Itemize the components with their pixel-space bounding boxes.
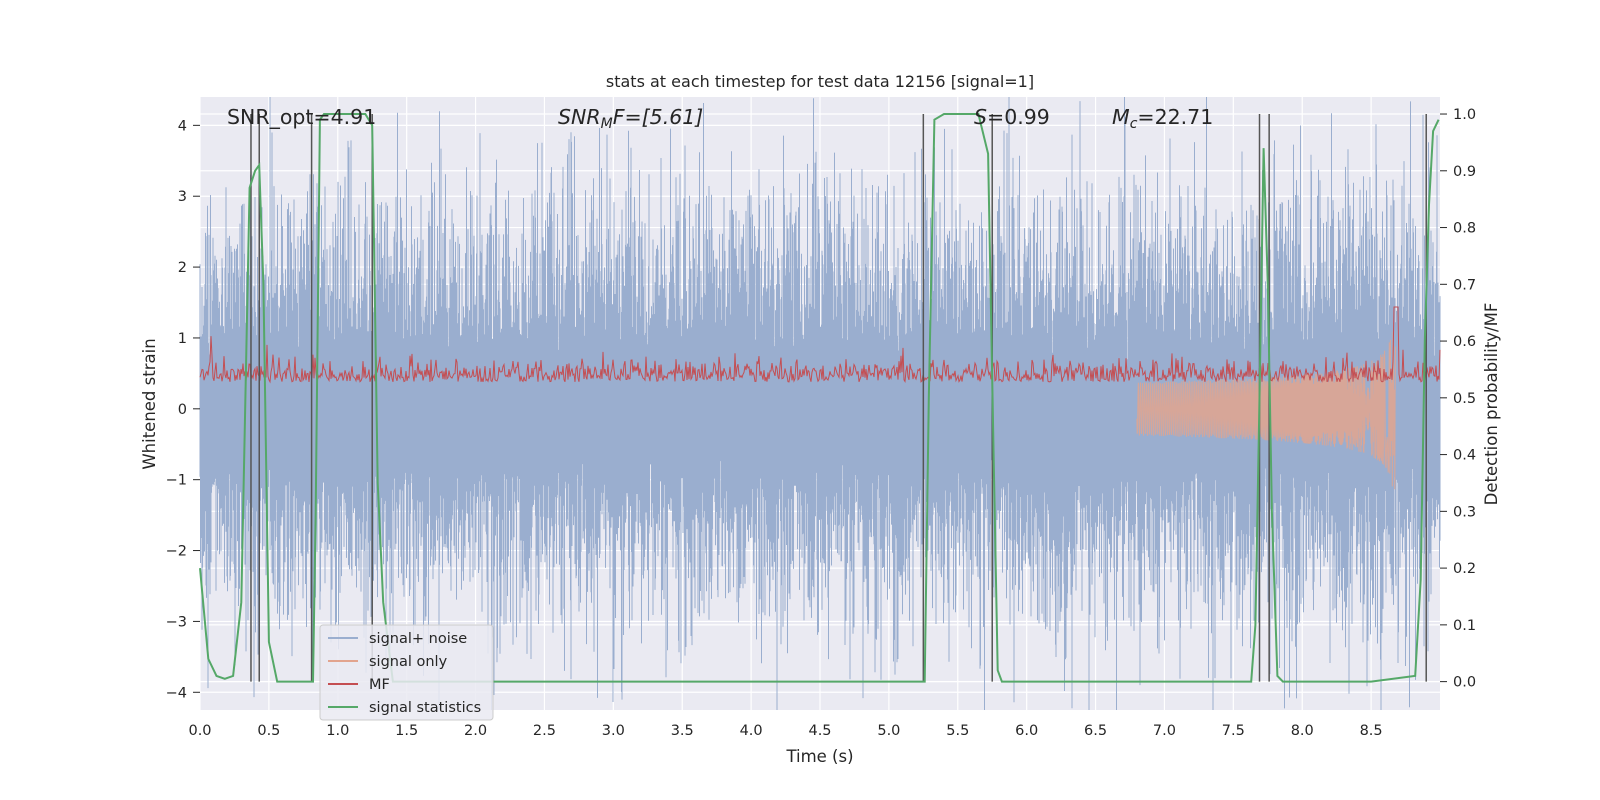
x-tick-label: 4.5 bbox=[808, 723, 831, 739]
y-tick-label: −1 bbox=[166, 473, 187, 489]
legend-label-mf: MF bbox=[369, 677, 390, 693]
x-tick-label: 7.5 bbox=[1222, 723, 1245, 739]
legend: signal+ noise signal only MF signal stat… bbox=[319, 624, 494, 721]
y-right-tick-label: 1.0 bbox=[1453, 107, 1476, 123]
x-tick-label: 1.5 bbox=[395, 723, 418, 739]
x-tick-label: 5.5 bbox=[946, 723, 969, 739]
y-right-tick-label: 0.4 bbox=[1453, 448, 1476, 464]
annotation-s: S=0.99 bbox=[974, 105, 1050, 129]
annotation-mc-main: M bbox=[1112, 105, 1130, 129]
x-tick-label: 2.5 bbox=[533, 723, 556, 739]
annotation-snr-mf-main: SNR bbox=[558, 105, 601, 129]
x-tick-label: 3.5 bbox=[671, 723, 694, 739]
y-right-axis-label: Detection probability/MF bbox=[1482, 303, 1501, 506]
y-tick-label: 4 bbox=[178, 118, 187, 134]
x-tick-label: 8.5 bbox=[1360, 723, 1383, 739]
legend-label-signal-only: signal only bbox=[369, 654, 448, 670]
y-right-tick-label: 0.3 bbox=[1453, 504, 1476, 520]
x-tick-label: 7.0 bbox=[1153, 723, 1176, 739]
annotation-s-rest: =0.99 bbox=[987, 105, 1050, 129]
y-tick-label: 0 bbox=[178, 402, 187, 418]
signal-statistics-series bbox=[199, 113, 1440, 683]
x-tick-label: 0.5 bbox=[257, 723, 280, 739]
y-right-tick-label: 0.2 bbox=[1453, 561, 1476, 577]
legend-label-signal-statistics: signal statistics bbox=[369, 700, 481, 716]
y-right-tick-label: 0.9 bbox=[1453, 164, 1476, 180]
annotation-mc-rest: =22.71 bbox=[1137, 105, 1213, 129]
annotation-s-main: S bbox=[974, 105, 987, 129]
y-tick-label: 1 bbox=[178, 331, 187, 347]
x-tick-label: 3.0 bbox=[602, 723, 625, 739]
x-tick-label: 4.0 bbox=[740, 723, 763, 739]
annotation-snr-mf: SNRMF=[5.61] bbox=[558, 105, 703, 132]
x-tick-label: 1.0 bbox=[326, 723, 349, 739]
x-tick-label: 5.0 bbox=[877, 723, 900, 739]
annotation-snr-mf-rest: F=[5.61] bbox=[613, 105, 704, 129]
annotation-mc: Mc=22.71 bbox=[1112, 105, 1213, 132]
x-tick-label: 8.0 bbox=[1291, 723, 1314, 739]
legend-box bbox=[319, 624, 494, 721]
annotation-snr-mf-sub: M bbox=[601, 116, 613, 132]
y-axis-label: Whitened strain bbox=[140, 338, 159, 469]
x-axis-label: Time (s) bbox=[785, 747, 853, 766]
y-tick-label: 3 bbox=[178, 189, 187, 205]
y-right-tick-label: 0.6 bbox=[1453, 334, 1476, 350]
annotation-mc-sub: c bbox=[1130, 116, 1138, 132]
mf-series bbox=[199, 306, 1441, 384]
x-tick-label: 6.5 bbox=[1084, 723, 1107, 739]
y-tick-label: −3 bbox=[166, 614, 187, 630]
y-right-tick-label: 0.8 bbox=[1453, 221, 1476, 237]
x-tick-label: 0.0 bbox=[188, 723, 211, 739]
legend-label-signal-noise: signal+ noise bbox=[369, 631, 467, 647]
annotation-snr-opt: SNR_opt=4.91 bbox=[227, 105, 376, 130]
y-tick-label: −4 bbox=[166, 685, 187, 701]
x-tick-label: 6.0 bbox=[1015, 723, 1038, 739]
y-right-tick-label: 0.7 bbox=[1453, 277, 1476, 293]
y-tick-label: −2 bbox=[166, 544, 187, 560]
mf-line bbox=[199, 306, 1441, 384]
axis-ticks: 0.0 0.5 1.0 1.5 2.0 2.5 3.0 3.5 4.0 4.5 5.0 5.5 6.0 6… bbox=[166, 107, 1476, 739]
x-tick-label: 2.0 bbox=[464, 723, 487, 739]
signal-statistics-line bbox=[199, 113, 1440, 683]
signal-only-series bbox=[1136, 331, 1396, 490]
y-right-tick-label: 0.1 bbox=[1453, 618, 1476, 634]
y-right-tick-label: 0.0 bbox=[1453, 675, 1476, 691]
y-tick-label: 2 bbox=[178, 260, 187, 276]
y-right-tick-label: 0.5 bbox=[1453, 391, 1476, 407]
chart-title: stats at each timestep for test data 121… bbox=[606, 72, 1034, 91]
signal-only-line bbox=[1136, 331, 1396, 490]
